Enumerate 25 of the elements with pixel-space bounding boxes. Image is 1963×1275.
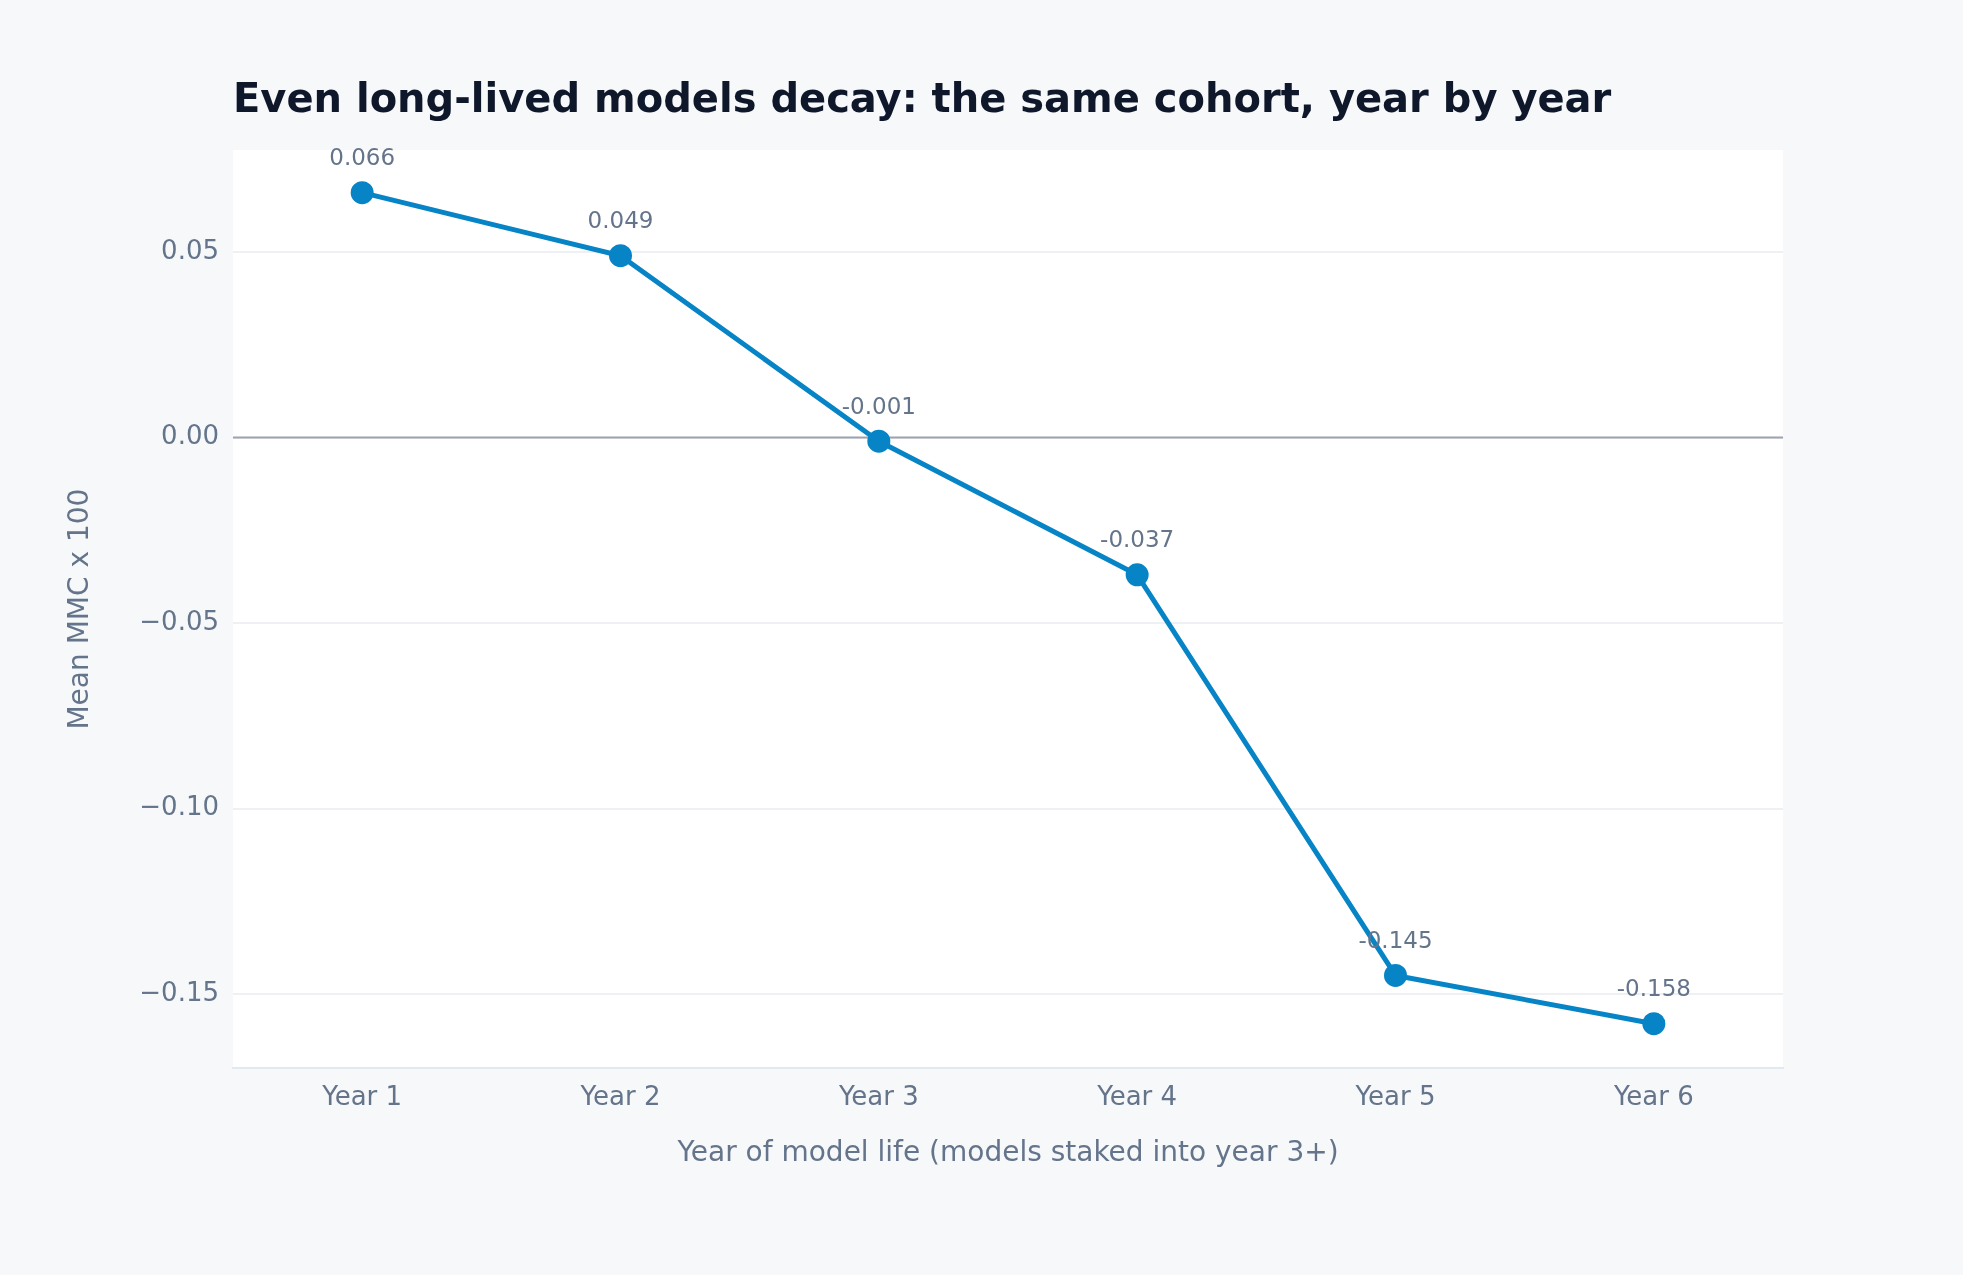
data-label: -0.158 xyxy=(1616,975,1691,1002)
point xyxy=(1384,963,1407,987)
chart-title: Even long-lived models decay: the same cohort, year by year xyxy=(233,75,1612,121)
x-tick-label: Year 6 xyxy=(1612,1080,1694,1111)
y-tick-label: −0.05 xyxy=(139,605,219,636)
y-tick-label: 0.05 xyxy=(161,234,219,265)
y-tick-label: 0.00 xyxy=(161,420,219,451)
x-tick-label: Year 3 xyxy=(837,1080,919,1111)
point xyxy=(350,181,374,205)
x-tick-label: Year 1 xyxy=(321,1080,403,1111)
y-axis-title: Mean MMC x 100 xyxy=(62,488,96,730)
x-tick-label: Year 4 xyxy=(1096,1080,1178,1111)
x-tick-label: Year 2 xyxy=(579,1080,661,1111)
data-label: -0.001 xyxy=(841,392,916,419)
data-label: 0.066 xyxy=(329,144,396,171)
data-label: -0.037 xyxy=(1100,526,1175,553)
x-tick-label: Year 5 xyxy=(1354,1080,1436,1111)
point xyxy=(609,244,632,268)
y-tick-label: −0.15 xyxy=(139,976,219,1007)
point xyxy=(1125,563,1149,587)
x-axis-title: Year of model life (models staked into year 3+) xyxy=(676,1135,1339,1169)
point xyxy=(867,429,891,453)
y-tick-label: −0.10 xyxy=(139,791,219,822)
data-label: 0.049 xyxy=(587,207,654,234)
point xyxy=(1642,1012,1666,1036)
